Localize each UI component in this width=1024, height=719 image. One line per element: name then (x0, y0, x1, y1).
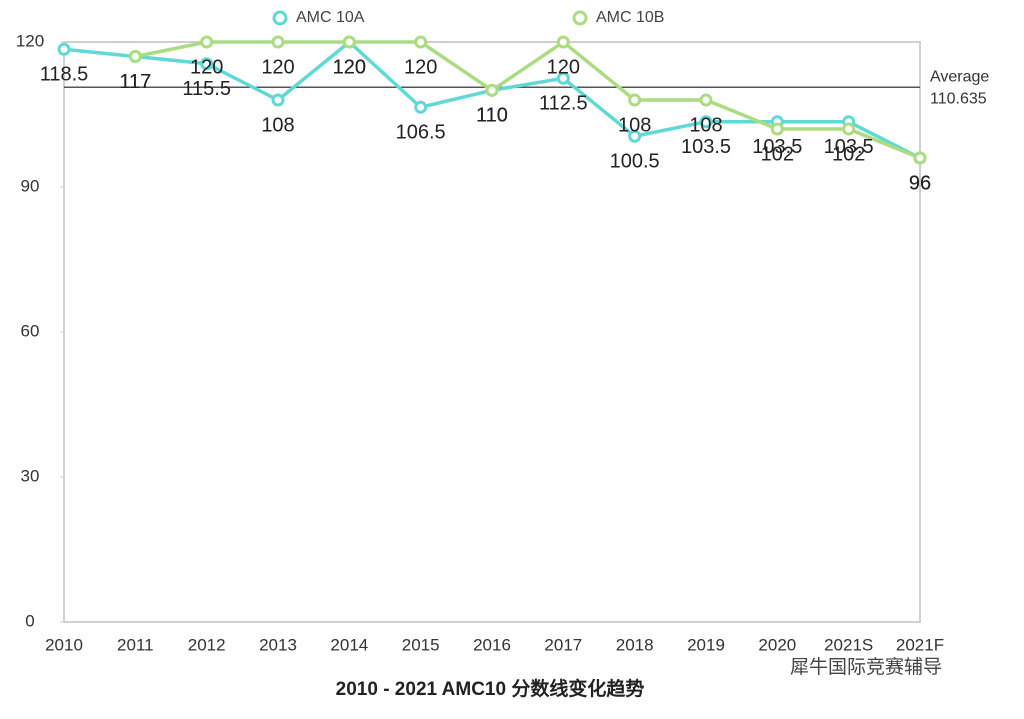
value-label: 117 (119, 71, 151, 93)
x-tick-label: 2021S (824, 635, 873, 654)
average-value: 110.635 (930, 90, 987, 107)
value-label: 112.5 (539, 93, 588, 115)
value-label: 108 (618, 114, 651, 136)
point (200, 57, 214, 71)
value-label: 96 (909, 172, 931, 194)
x-tick-label: 2014 (330, 635, 368, 654)
point (128, 50, 142, 63)
point (57, 42, 71, 56)
value-label: 115.5 (182, 78, 231, 100)
x-tick-label: 2013 (259, 635, 297, 654)
value-label: 120 (333, 56, 366, 78)
point (699, 93, 713, 107)
value-label: 120 (404, 56, 437, 78)
value-label: 117 (119, 71, 151, 93)
value-label: 96 (909, 172, 931, 194)
legend-label: AMC 10B (596, 9, 664, 26)
x-tick-label: 2021F (896, 635, 944, 654)
x-tick-label: 2010 (45, 635, 83, 654)
value-label: 118.5 (40, 64, 89, 86)
point (485, 83, 499, 97)
point (271, 35, 285, 49)
x-tick-label: 2011 (117, 635, 154, 654)
watermark: 犀牛国际竞赛辅导 (790, 656, 942, 678)
value-label: 120 (190, 56, 223, 78)
value-label: 103.5 (824, 136, 874, 158)
y-tick-label: 90 (21, 176, 40, 195)
point (556, 35, 570, 49)
legend-label: AMC 10A (296, 9, 365, 26)
x-tick-label: 2016 (473, 635, 511, 654)
value-label: 108 (261, 114, 294, 136)
value-label: 100.5 (610, 151, 660, 173)
point (200, 35, 214, 49)
x-tick-label: 2015 (402, 635, 440, 654)
point (342, 35, 356, 49)
point (699, 115, 713, 129)
x-tick-label: 2017 (544, 635, 582, 654)
value-label: 120 (261, 56, 294, 78)
value-label: 102 (761, 143, 794, 165)
point (628, 129, 642, 143)
value-label: 110 (476, 105, 508, 127)
y-tick-label: 60 (21, 321, 40, 340)
x-tick-label: 2018 (616, 635, 654, 654)
y-tick-label: 30 (21, 466, 40, 485)
point (770, 122, 784, 136)
legend-marker (272, 10, 288, 26)
x-tick-label: 2012 (188, 635, 226, 654)
point (414, 35, 428, 49)
point (271, 93, 285, 107)
y-tick-label: 0 (25, 611, 34, 630)
point (414, 100, 428, 114)
value-label: 120 (333, 56, 366, 78)
legend-marker (572, 10, 588, 26)
point (556, 71, 570, 85)
value-label: 108 (689, 114, 722, 136)
value-label: 102 (832, 143, 865, 165)
chart-title: 2010 - 2021 AMC10 分数线变化趋势 (336, 677, 645, 700)
value-label: 120 (547, 56, 580, 78)
value-label: 103.5 (752, 136, 802, 158)
value-label: 103.5 (681, 136, 731, 158)
x-tick-label: 2020 (758, 635, 796, 654)
point (842, 122, 856, 136)
series-line (134, 39, 921, 160)
average-label: Average (930, 68, 989, 85)
y-tick-label: 120 (16, 31, 44, 50)
point (913, 151, 927, 165)
value-label: 110 (476, 105, 508, 127)
x-tick-label: 2019 (687, 635, 725, 654)
point (628, 93, 642, 107)
value-label: 106.5 (396, 122, 446, 144)
